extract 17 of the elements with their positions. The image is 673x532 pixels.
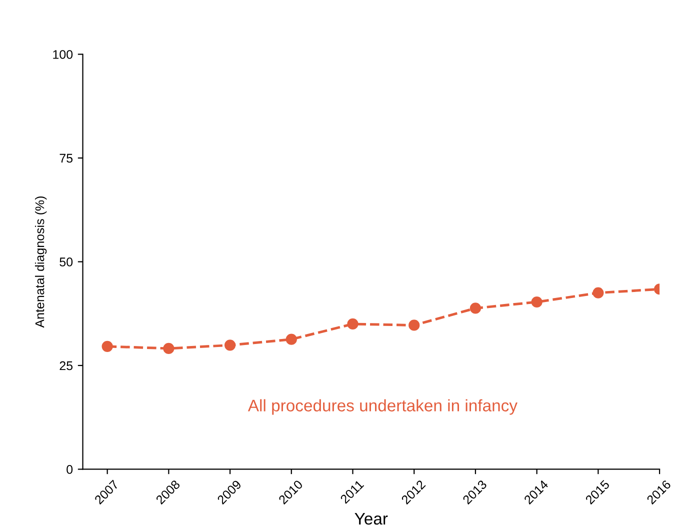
y-tick-label: 0 (66, 465, 73, 474)
y-tick-label: 100 (53, 50, 73, 59)
x-axis-title: Year (354, 513, 388, 525)
point (347, 318, 358, 330)
y-tick-label: 75 (60, 154, 73, 163)
y-tick-label: 50 (60, 258, 73, 266)
point (163, 342, 174, 354)
point (592, 287, 604, 298)
point (224, 340, 236, 351)
point (470, 302, 482, 314)
point (408, 320, 420, 331)
text: All procedures undertaken in infancy (248, 399, 518, 415)
point (102, 340, 113, 352)
point (286, 334, 297, 345)
y-axis-title: Antenatal diagnosis (%) (34, 196, 47, 328)
y-tick-label: 25 (60, 361, 73, 370)
point (531, 296, 542, 308)
